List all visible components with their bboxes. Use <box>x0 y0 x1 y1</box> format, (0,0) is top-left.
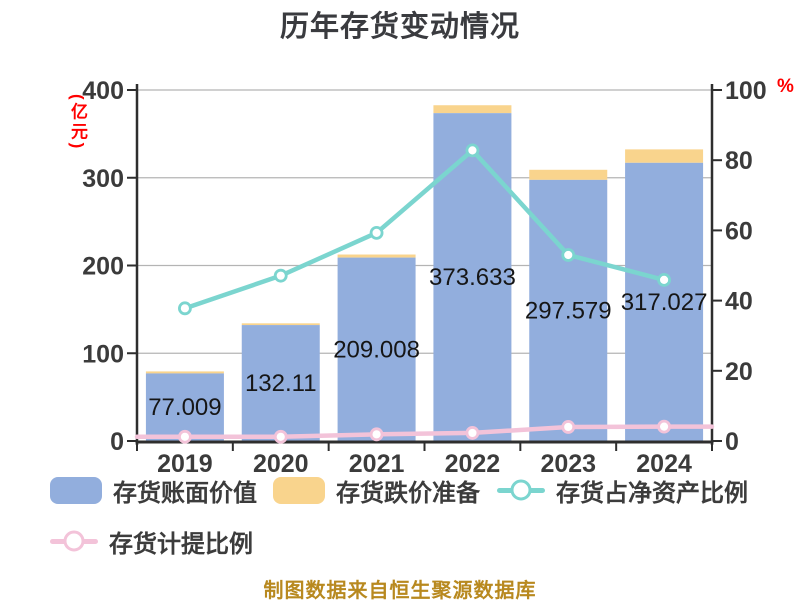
bar-value-label-2022: 373.633 <box>429 264 516 291</box>
line-marker-2020 <box>273 429 288 444</box>
line-provision-ratio <box>134 424 715 440</box>
left-axis-tick-label: 200 <box>82 253 124 281</box>
left-axis-tick-label: 400 <box>82 77 124 105</box>
bar-value-label-2021: 209.008 <box>333 336 420 363</box>
line-marker-2023 <box>561 420 576 434</box>
bar-book-value-2021 <box>337 257 416 441</box>
combo-chart-plot: 0 100 200 300 400 0 20 40 60 80 100 2019 2020 2021 202… <box>82 77 767 475</box>
line-marker-2021 <box>369 225 384 240</box>
legend-label-book-value: 存货账面价值 <box>113 479 257 507</box>
left-axis-unit-label: (亿元) <box>68 94 87 152</box>
legend-item-inventory-book-value: 存货账面价值 <box>50 476 257 507</box>
bar-value-label-2020: 132.11 <box>245 370 317 397</box>
line-marker-2020 <box>273 268 288 283</box>
line-marker-2022 <box>465 143 480 158</box>
right-axis-tick-label: 0 <box>725 428 739 456</box>
bar-value-label-2023: 297.579 <box>525 297 612 324</box>
legend-dot-icon <box>510 479 532 501</box>
data-source-footer: 制图数据来自恒生聚源数据库 <box>263 580 537 600</box>
right-axis-unit-label: % <box>777 76 794 97</box>
legend-item-inventory-provision-ratio: 存货计提比例 <box>50 527 253 558</box>
line-marker-2024 <box>657 272 671 287</box>
legend-line-marker-net-assets-ratio <box>497 479 545 501</box>
right-axis-tick-label: 40 <box>725 288 753 316</box>
legend-label-provision-ratio: 存货计提比例 <box>109 530 253 558</box>
legend-swatch-book-value <box>50 476 102 504</box>
line-marker-2023 <box>561 248 576 262</box>
legend-label-net-assets-ratio: 存货占净资产比例 <box>556 479 748 507</box>
line-marker-2022 <box>465 426 480 440</box>
line-marker-2019 <box>178 429 192 444</box>
bar-depreciation-reserve-2022 <box>433 105 512 114</box>
bar-value-label-2019: 77.009 <box>148 394 221 421</box>
legend-label-depreciation-reserve: 存货跌价准备 <box>336 479 480 507</box>
chart-title: 历年存货变动情况 <box>279 11 520 43</box>
x-axis-label-2023: 2023 <box>540 450 596 475</box>
legend-item-inventory-depreciation-reserve: 存货跌价准备 <box>273 476 480 507</box>
x-axis-label-2021: 2021 <box>349 450 405 475</box>
right-axis-tick-label: 100 <box>725 77 767 105</box>
left-axis-tick-label: 0 <box>110 428 124 456</box>
bar-depreciation-reserve-2020 <box>241 323 320 326</box>
bar-depreciation-reserve-2021 <box>337 254 416 258</box>
x-axis-label-2024: 2024 <box>636 450 692 475</box>
bar-depreciation-reserve-2024 <box>625 149 704 163</box>
x-axis-label-2020: 2020 <box>253 450 309 475</box>
x-axis-label-2022: 2022 <box>445 450 501 475</box>
left-axis-tick-label: 100 <box>82 340 124 368</box>
legend-swatch-depreciation-reserve <box>273 476 325 504</box>
bar-depreciation-reserve-2023 <box>529 169 608 180</box>
right-axis-tick-label: 20 <box>725 358 753 386</box>
legend-item-inventory-to-net-assets-ratio: 存货占净资产比例 <box>497 476 748 507</box>
bar-book-value-2022 <box>433 113 512 442</box>
bar-book-value-2020 <box>241 325 320 441</box>
right-axis-tick-label: 60 <box>725 217 753 245</box>
bar-depreciation-reserve-2019 <box>145 371 224 374</box>
bar-value-label-2024: 317.027 <box>621 289 708 316</box>
right-axis-tick-label: 80 <box>725 147 753 175</box>
bar-book-value-2019 <box>145 373 224 441</box>
left-axis-tick-label: 300 <box>82 165 124 193</box>
legend-dot-icon <box>63 530 85 552</box>
line-marker-2019 <box>178 301 192 316</box>
x-axis-label-2019: 2019 <box>157 450 213 475</box>
legend-line-marker-provision-ratio <box>50 530 98 552</box>
bar-book-value-2024 <box>625 162 704 441</box>
line-marker-2024 <box>657 419 671 434</box>
line-net-assets-ratio <box>182 148 667 311</box>
line-marker-2021 <box>369 427 384 442</box>
